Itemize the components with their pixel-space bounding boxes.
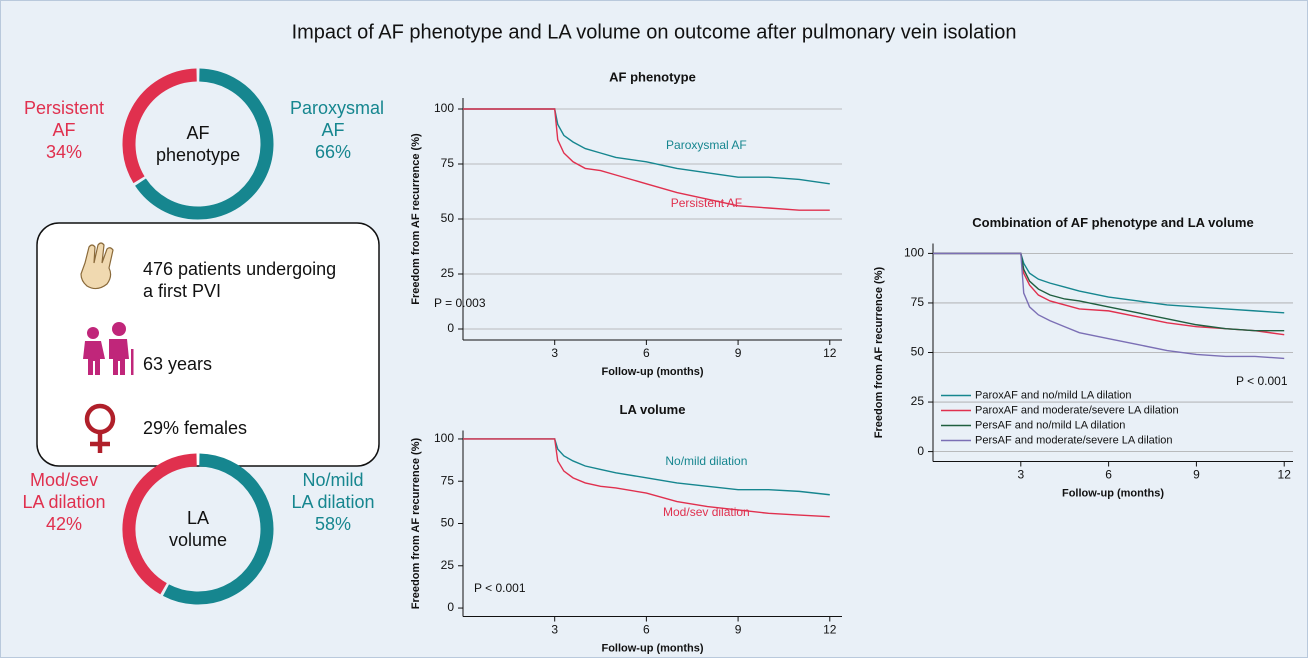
series-label: Persistent AF — [671, 196, 742, 210]
x-tick-label: 6 — [1105, 468, 1112, 482]
info-item: 63 years — [143, 354, 213, 374]
x-tick-label: 9 — [1193, 468, 1200, 482]
survival-curve — [933, 252, 1285, 332]
survival-curve — [933, 252, 1285, 360]
y-tick-label: 100 — [904, 246, 924, 260]
series-label: Paroxysmal AF — [666, 138, 747, 152]
p-value: P = 0.003 — [434, 296, 486, 310]
legend-label: PersAF and no/mild LA dilation — [975, 419, 1125, 431]
donut-category-label: No/mild LA dilation — [291, 470, 375, 512]
x-axis-title: Follow-up (months) — [601, 642, 703, 654]
y-tick-label: 50 — [441, 516, 455, 530]
donut-value-label: 34% — [45, 142, 83, 162]
x-tick-label: 12 — [823, 346, 837, 360]
y-tick-label: 25 — [911, 394, 925, 408]
y-tick-label: 0 — [917, 444, 924, 458]
y-axis-title: Freedom from AF recurrence (%) — [873, 266, 885, 438]
donut-value-label: 58% — [314, 514, 352, 534]
p-value: P < 0.001 — [474, 581, 526, 595]
donut-category-label: Mod/sev LA dilation — [22, 470, 106, 512]
y-axis-title: Freedom from AF recurrence (%) — [410, 437, 422, 609]
y-tick-label: 0 — [447, 600, 454, 614]
chart-title: Combination of AF phenotype and LA volum… — [972, 215, 1253, 230]
survival-curve — [463, 438, 830, 518]
donut-segment — [162, 453, 274, 605]
survival-curve — [933, 252, 1285, 314]
x-axis-title: Follow-up (months) — [1062, 487, 1164, 499]
series-label: No/mild dilation — [665, 454, 747, 468]
x-tick-label: 6 — [643, 623, 650, 637]
y-axis-title: Freedom from AF recurrence (%) — [410, 133, 422, 305]
y-tick-label: 25 — [441, 266, 455, 280]
chart-title: LA volume — [620, 402, 686, 417]
donut-center-label: LA volume — [169, 508, 228, 550]
series-label: Mod/sev dilation — [663, 505, 750, 519]
y-tick-label: 100 — [434, 101, 454, 115]
survival-curve — [463, 108, 830, 211]
donut-segment — [122, 453, 197, 595]
people-icon — [83, 322, 134, 375]
donut-segment — [122, 68, 197, 184]
x-tick-label: 3 — [1017, 468, 1024, 482]
y-tick-label: 0 — [447, 321, 454, 335]
female-icon — [84, 403, 116, 453]
x-tick-label: 9 — [735, 346, 742, 360]
legend-label: ParoxAF and moderate/severe LA dilation — [975, 404, 1179, 416]
chart-title: AF phenotype — [609, 69, 696, 84]
y-tick-label: 50 — [441, 211, 455, 225]
donut-center-label: AF phenotype — [156, 123, 241, 165]
x-tick-label: 3 — [551, 346, 558, 360]
info-item: 29% females — [143, 418, 248, 438]
info-item: 476 patients undergoing a first PVI — [143, 259, 337, 301]
hand-icon — [80, 242, 114, 290]
y-tick-label: 75 — [911, 295, 925, 309]
x-tick-label: 6 — [643, 346, 650, 360]
survival-curve — [933, 252, 1285, 336]
x-tick-label: 9 — [735, 623, 742, 637]
x-tick-label: 3 — [551, 623, 558, 637]
y-tick-label: 75 — [441, 156, 455, 170]
x-axis-title: Follow-up (months) — [601, 366, 703, 378]
y-tick-label: 50 — [911, 345, 925, 359]
donut-value-label: 66% — [314, 142, 352, 162]
y-tick-label: 75 — [441, 473, 455, 487]
y-tick-label: 100 — [434, 431, 454, 445]
x-tick-label: 12 — [823, 623, 837, 637]
donut-value-label: 42% — [45, 514, 83, 534]
y-tick-label: 25 — [441, 558, 455, 572]
survival-curve — [463, 108, 830, 185]
legend-label: PersAF and moderate/severe LA dilation — [975, 434, 1173, 446]
legend-label: ParoxAF and no/mild LA dilation — [975, 389, 1132, 401]
p-value: P < 0.001 — [1236, 374, 1288, 388]
donut-category-label: Persistent AF — [23, 98, 105, 140]
x-tick-label: 12 — [1278, 468, 1292, 482]
donut-category-label: Paroxysmal AF — [290, 98, 385, 140]
page-title: Impact of AF phenotype and LA volume on … — [292, 21, 1017, 43]
survival-curve — [463, 438, 830, 496]
donut-segment — [135, 68, 274, 220]
